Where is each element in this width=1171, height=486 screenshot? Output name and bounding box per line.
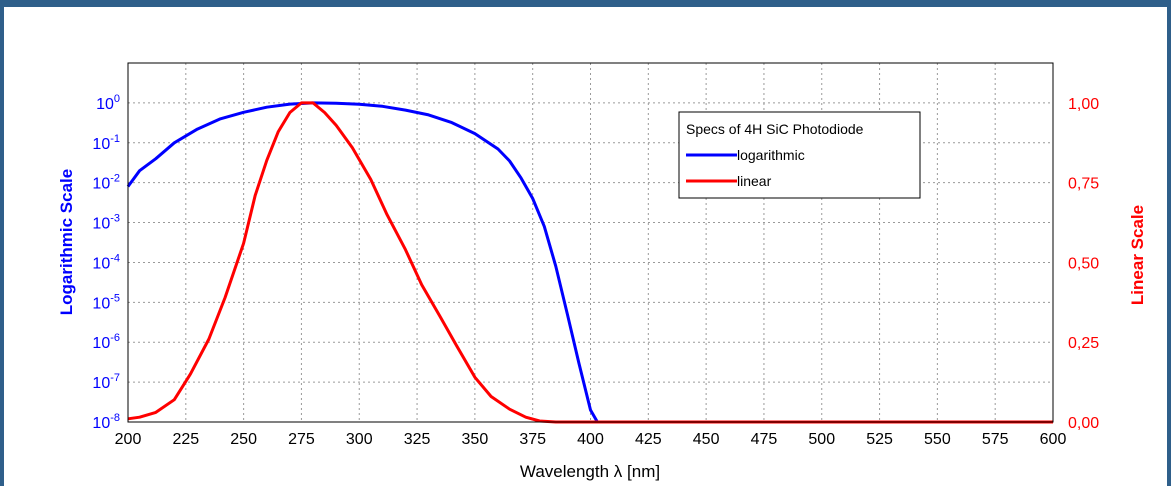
x-tick-label: 325 <box>404 431 431 448</box>
x-tick-label: 600 <box>1040 431 1067 448</box>
x-tick-label: 500 <box>808 431 835 448</box>
y-left-tick-label: 10-8 <box>92 412 120 432</box>
y-left-tick-label: 10-1 <box>92 133 120 153</box>
series-line-logarithmic <box>126 101 599 423</box>
x-tick-label: 200 <box>115 431 142 448</box>
x-axis-label: Wavelength λ [nm] <box>520 462 660 481</box>
x-tick-label: 275 <box>288 431 315 448</box>
plot-border <box>127 62 1054 423</box>
x-tick-label: 475 <box>751 431 778 448</box>
y-right-tick-label: 1,00 <box>1068 96 1099 113</box>
legend-label-linear: linear <box>737 173 772 189</box>
y-left-tick-label: 10-4 <box>92 252 120 272</box>
x-tick-label: 350 <box>462 431 489 448</box>
series-layer <box>126 101 1053 424</box>
x-tick-label: 550 <box>924 431 951 448</box>
x-tick-label: 225 <box>172 431 199 448</box>
y-axis-label-left: Logarithmic Scale <box>57 169 76 315</box>
x-tick-label: 450 <box>693 431 720 448</box>
x-tick-label: 400 <box>577 431 604 448</box>
x-tick-label: 300 <box>346 431 373 448</box>
legend-title: Specs of 4H SiC Photodiode <box>686 121 864 137</box>
x-tick-label: 525 <box>866 431 893 448</box>
y-left-tick-label: 10-3 <box>92 213 120 233</box>
y-left-tick-label: 10-5 <box>92 292 120 312</box>
y-axis-label-right: Linear Scale <box>1128 205 1147 305</box>
y-left-tick-label: 10-2 <box>92 173 120 193</box>
x-tick-label: 375 <box>519 431 546 448</box>
y-right-tick-label: 0,00 <box>1068 415 1099 432</box>
y-right-tick-label: 0,25 <box>1068 335 1099 352</box>
legend-label-logarithmic: logarithmic <box>737 147 805 163</box>
y-left-tick-label: 100 <box>96 93 120 113</box>
x-tick-label: 425 <box>635 431 662 448</box>
series-line-linear <box>127 101 1053 424</box>
y-left-tick-label: 10-6 <box>92 332 120 352</box>
x-tick-label: 575 <box>982 431 1009 448</box>
ticks: 200 225 250 275 300 325 350 375 400 425 450 475 500 5… <box>92 93 1099 448</box>
y-left-tick-label: 10-7 <box>92 372 120 392</box>
x-tick-label: 250 <box>230 431 257 448</box>
y-right-tick-label: 0,50 <box>1068 255 1099 272</box>
y-right-tick-label: 0,75 <box>1068 176 1099 193</box>
legend: Specs of 4H SiC Photodiode logarithmic l… <box>678 111 921 199</box>
